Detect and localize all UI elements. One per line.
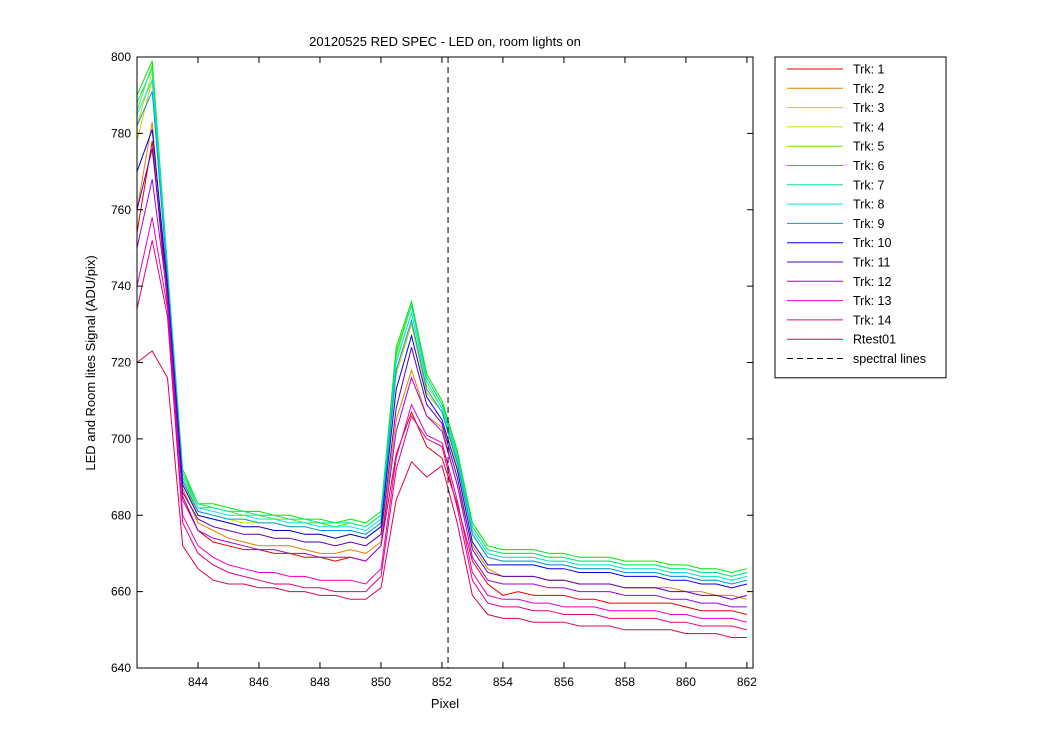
legend-label: Trk: 8: [853, 198, 885, 212]
x-tick-label: 856: [554, 675, 574, 689]
legend-label: Trk: 2: [853, 82, 885, 96]
y-axis-label: LED and Room lites Signal (ADU/pix): [83, 255, 98, 470]
series-layer: [136, 60, 748, 638]
series-line-14: [136, 240, 748, 631]
y-tick-label: 780: [111, 126, 131, 140]
legend-label: spectral lines: [853, 352, 926, 366]
x-ticks: 844 846 848 850 852 854 856 858 860 862: [188, 57, 757, 689]
chart-title: 20120525 RED SPEC - LED on, room lights …: [309, 34, 581, 49]
x-tick-label: 860: [676, 675, 696, 689]
y-tick-label: 800: [111, 50, 131, 64]
x-tick-label: 862: [737, 675, 757, 689]
legend: Trk: 1 Trk: 2 Trk: 3 Trk: 4 Trk: 5 Trk: 6 Trk:…: [774, 56, 947, 379]
series-line-12: [136, 179, 747, 608]
y-tick-label: 680: [111, 508, 131, 522]
legend-label: Trk: 9: [853, 217, 885, 231]
series-line-10: [136, 129, 748, 589]
legend-label: Trk: 12: [853, 275, 891, 289]
x-tick-label: 850: [371, 675, 391, 689]
x-tick-label: 854: [493, 675, 513, 689]
x-tick-label: 844: [188, 675, 208, 689]
x-tick-label: 848: [310, 675, 330, 689]
y-tick-label: 760: [111, 203, 131, 217]
series-line-9: [136, 91, 748, 585]
legend-label: Trk: 14: [853, 313, 891, 327]
legend-label: Trk: 3: [853, 101, 885, 115]
legend-label: Trk: 13: [853, 294, 891, 308]
series-line-3: [136, 79, 748, 585]
series-line-15: [136, 350, 747, 638]
series-line-4: [136, 72, 748, 581]
legend-label: Rtest01: [853, 333, 896, 347]
legend-label: Trk: 7: [853, 178, 885, 192]
y-tick-label: 700: [111, 432, 131, 446]
x-tick-label: 846: [249, 675, 269, 689]
series-line-1: [136, 140, 748, 615]
legend-label: Trk: 4: [853, 120, 885, 134]
y-tick-label: 720: [111, 356, 131, 370]
legend-label: Trk: 1: [853, 63, 885, 77]
series-line-2: [136, 121, 748, 600]
x-tick-label: 852: [432, 675, 452, 689]
series-line-8: [136, 79, 748, 581]
series-line-5: [136, 64, 748, 577]
legend-label: Trk: 6: [853, 159, 885, 173]
series-line-7: [136, 68, 748, 577]
legend-box: [774, 56, 947, 379]
y-tick-label: 640: [111, 661, 131, 675]
plot-frame: [136, 56, 754, 669]
series-line-13: [136, 217, 748, 623]
x-tick-label: 858: [615, 675, 635, 689]
legend-label: Trk: 5: [853, 140, 885, 154]
y-ticks: 640 660 680 700 720 740 760 780 800: [111, 50, 753, 675]
series-line-6: [136, 60, 748, 574]
series-line-11: [136, 148, 748, 600]
x-axis-label: Pixel: [431, 696, 459, 711]
legend-label: Trk: 10: [853, 236, 891, 250]
y-tick-label: 740: [111, 279, 131, 293]
legend-label: Trk: 11: [853, 256, 891, 270]
y-tick-label: 660: [111, 585, 131, 599]
